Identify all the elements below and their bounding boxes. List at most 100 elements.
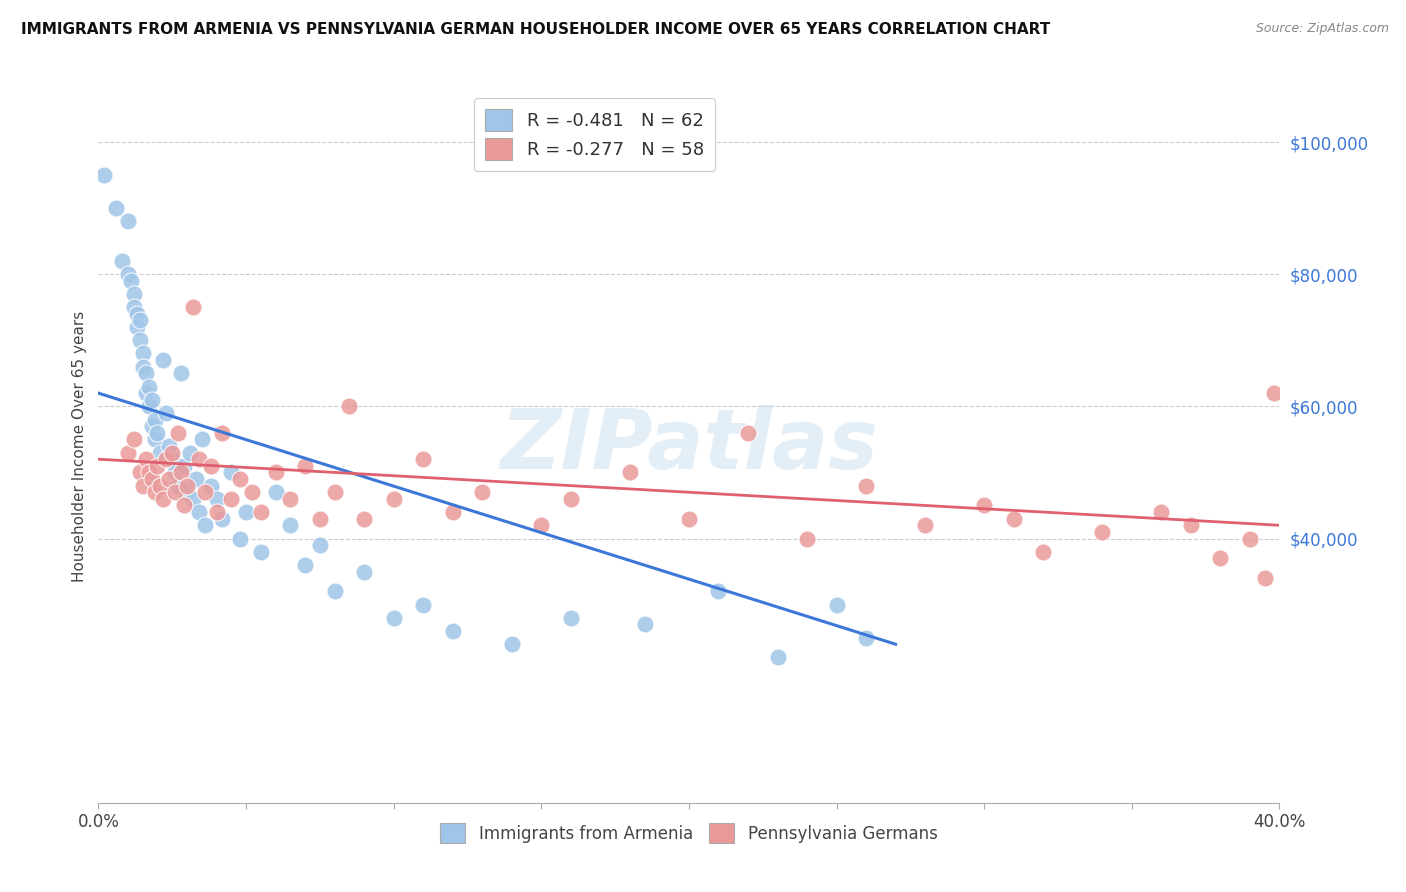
- Point: [634, 617, 657, 632]
- Point: [1002, 511, 1025, 525]
- Point: [194, 485, 217, 500]
- Point: [221, 466, 243, 480]
- Point: [200, 478, 222, 492]
- Point: [128, 313, 150, 327]
- Point: [382, 491, 405, 506]
- Point: [205, 505, 228, 519]
- Point: [264, 466, 287, 480]
- Point: [167, 478, 190, 492]
- Point: [1239, 532, 1261, 546]
- Point: [240, 485, 263, 500]
- Point: [165, 485, 187, 500]
- Point: [105, 201, 128, 215]
- Point: [157, 439, 180, 453]
- Point: [173, 499, 195, 513]
- Point: [530, 518, 553, 533]
- Point: [149, 445, 172, 459]
- Point: [120, 274, 142, 288]
- Point: [973, 499, 995, 513]
- Point: [143, 433, 166, 447]
- Point: [382, 611, 405, 625]
- Point: [184, 472, 207, 486]
- Point: [323, 584, 346, 599]
- Point: [250, 545, 273, 559]
- Point: [1032, 545, 1054, 559]
- Point: [766, 650, 789, 665]
- Point: [855, 478, 877, 492]
- Point: [560, 491, 582, 506]
- Point: [412, 598, 434, 612]
- Point: [162, 445, 183, 459]
- Point: [135, 367, 157, 381]
- Point: [138, 400, 160, 414]
- Point: [914, 518, 936, 533]
- Point: [309, 538, 332, 552]
- Point: [187, 505, 209, 519]
- Point: [353, 565, 375, 579]
- Point: [191, 433, 214, 447]
- Point: [138, 379, 160, 393]
- Point: [339, 400, 361, 414]
- Point: [1180, 518, 1202, 533]
- Point: [111, 254, 134, 268]
- Point: [441, 505, 464, 519]
- Point: [678, 511, 700, 525]
- Point: [157, 472, 180, 486]
- Point: [294, 458, 316, 473]
- Point: [117, 445, 139, 459]
- Point: [796, 532, 818, 546]
- Point: [264, 485, 287, 500]
- Point: [441, 624, 464, 638]
- Text: Source: ZipAtlas.com: Source: ZipAtlas.com: [1256, 22, 1389, 36]
- Y-axis label: Householder Income Over 65 years: Householder Income Over 65 years: [72, 310, 87, 582]
- Point: [1150, 505, 1173, 519]
- Point: [143, 485, 166, 500]
- Point: [141, 419, 163, 434]
- Point: [412, 452, 434, 467]
- Point: [194, 518, 217, 533]
- Point: [309, 511, 332, 525]
- Point: [211, 511, 233, 525]
- Point: [173, 458, 195, 473]
- Point: [132, 359, 155, 374]
- Point: [162, 452, 183, 467]
- Point: [122, 433, 145, 447]
- Point: [155, 406, 177, 420]
- Point: [117, 267, 139, 281]
- Point: [200, 458, 222, 473]
- Point: [280, 518, 302, 533]
- Point: [143, 412, 166, 426]
- Point: [179, 445, 201, 459]
- Point: [132, 478, 155, 492]
- Point: [211, 425, 233, 440]
- Point: [135, 386, 157, 401]
- Legend: Immigrants from Armenia, Pennsylvania Germans: Immigrants from Armenia, Pennsylvania Ge…: [432, 814, 946, 852]
- Point: [138, 466, 160, 480]
- Text: IMMIGRANTS FROM ARMENIA VS PENNSYLVANIA GERMAN HOUSEHOLDER INCOME OVER 65 YEARS : IMMIGRANTS FROM ARMENIA VS PENNSYLVANIA …: [21, 22, 1050, 37]
- Point: [167, 425, 190, 440]
- Point: [93, 168, 115, 182]
- Point: [152, 491, 174, 506]
- Point: [141, 392, 163, 407]
- Point: [128, 466, 150, 480]
- Point: [353, 511, 375, 525]
- Point: [155, 452, 177, 467]
- Point: [122, 287, 145, 301]
- Point: [707, 584, 730, 599]
- Point: [125, 320, 148, 334]
- Point: [560, 611, 582, 625]
- Point: [323, 485, 346, 500]
- Point: [205, 491, 228, 506]
- Point: [187, 452, 209, 467]
- Text: ZIPatlas: ZIPatlas: [501, 406, 877, 486]
- Point: [280, 491, 302, 506]
- Point: [855, 631, 877, 645]
- Point: [165, 466, 187, 480]
- Point: [149, 478, 172, 492]
- Point: [1254, 571, 1277, 585]
- Point: [146, 425, 169, 440]
- Point: [1091, 524, 1114, 539]
- Point: [619, 466, 641, 480]
- Point: [176, 478, 198, 492]
- Point: [122, 300, 145, 314]
